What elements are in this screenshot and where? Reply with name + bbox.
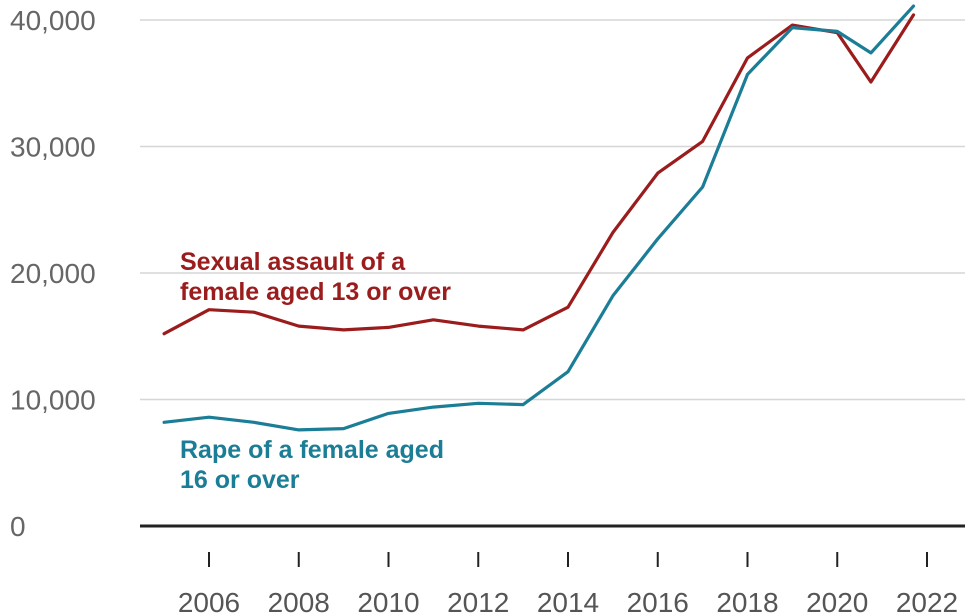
series-label-rape-line-1: Rape of a female aged: [180, 436, 444, 464]
x-tick-label-2014: 2014: [537, 587, 599, 615]
series-label-rape-line-2: 16 or over: [180, 466, 300, 494]
series-lines: [162, 4, 916, 432]
y-tick-label-10000: 10,000: [10, 385, 96, 416]
series-label-rape: Rape of a female aged 16 or over: [180, 436, 451, 494]
x-axis-ticks: 2006 2008 2010 2012 2014 2016 2018 2020 2022: [178, 552, 958, 615]
x-tick-label-2010: 2010: [357, 587, 419, 615]
series-label-sexual-assault: Sexual assault of a female aged 13 or ov…: [180, 248, 451, 306]
x-tick-label-2016: 2016: [627, 587, 689, 615]
gridlines: [140, 19, 965, 401]
x-tick-label-2012: 2012: [447, 587, 509, 615]
x-tick-label-2022: 2022: [896, 587, 958, 615]
series-line-sexual-assault: [162, 13, 916, 336]
series-label-sexual-assault-line-1: Sexual assault of a: [180, 248, 406, 276]
series-line-rape: [162, 4, 916, 432]
x-tick-label-2020: 2020: [806, 587, 868, 615]
y-tick-label-30000: 30,000: [10, 132, 96, 163]
series-label-sexual-assault-line-2: female aged 13 or over: [180, 278, 451, 306]
series-labels: Sexual assault of a female aged 13 or ov…: [180, 248, 451, 494]
x-tick-label-2006: 2006: [178, 587, 240, 615]
y-tick-label-0: 0: [10, 511, 26, 542]
y-tick-label-40000: 40,000: [10, 5, 96, 36]
y-axis-tick-labels: 0 10,000 20,000 30,000 40,000: [10, 5, 96, 542]
x-tick-label-2018: 2018: [716, 587, 778, 615]
y-tick-label-20000: 20,000: [10, 258, 96, 289]
x-tick-label-2008: 2008: [268, 587, 330, 615]
